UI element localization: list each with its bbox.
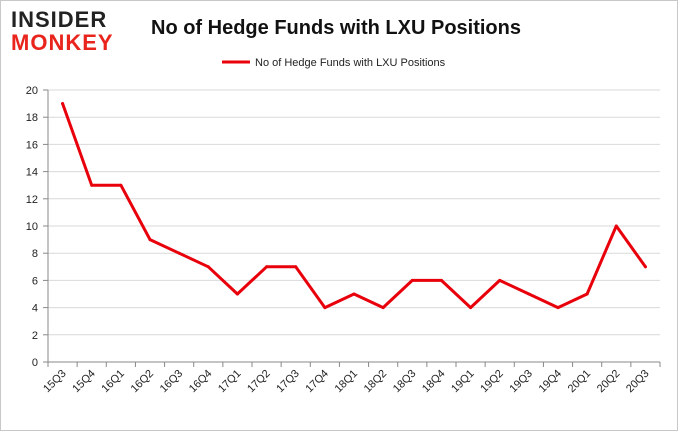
x-tick-label: 18Q4 (420, 368, 448, 396)
x-tick-label: 18Q3 (391, 368, 419, 396)
series-layer (61, 102, 647, 310)
y-tick-label: 14 (26, 167, 38, 179)
data-point (527, 292, 531, 296)
data-point (265, 265, 269, 269)
y-tick-label: 8 (32, 248, 38, 260)
data-point (148, 238, 152, 242)
y-tick-labels: 0 2 4 6 8 10 12 14 16 18 20 (26, 85, 38, 369)
data-point (119, 183, 123, 187)
x-tick-label: 15Q3 (41, 368, 69, 396)
x-tick-label: 16Q4 (187, 368, 215, 396)
x-tick-label: 19Q4 (537, 368, 565, 396)
x-tick-label: 17Q3 (274, 368, 302, 396)
logo-text-bottom: MONKEY (11, 30, 114, 55)
data-point (585, 292, 589, 296)
x-tick-label: 19Q1 (449, 368, 477, 396)
x-tick-label: 17Q2 (245, 368, 273, 396)
data-point (556, 306, 560, 310)
data-point (439, 278, 443, 282)
x-tick-label: 16Q1 (99, 368, 127, 396)
y-tick-label: 18 (26, 112, 38, 124)
data-point (410, 278, 414, 282)
x-tick-label: 15Q4 (70, 368, 98, 396)
legend: No of Hedge Funds with LXU Positions (222, 57, 446, 69)
y-tick-label: 12 (26, 194, 38, 206)
x-tick-label: 19Q2 (478, 368, 506, 396)
data-point (294, 265, 298, 269)
gridlines (48, 89, 660, 336)
x-tick-label: 17Q1 (216, 368, 244, 396)
y-tick-label: 0 (32, 357, 38, 369)
x-tick-label: 17Q4 (303, 368, 331, 396)
axes (43, 89, 661, 367)
y-tick-label: 10 (26, 221, 38, 233)
y-tick-label: 6 (32, 275, 38, 287)
x-tick-label: 16Q2 (129, 368, 157, 396)
x-tick-label: 18Q2 (362, 368, 390, 396)
chart-title: No of Hedge Funds with LXU Positions (151, 17, 521, 39)
insider-monkey-logo: INSIDER MONKEY (11, 7, 129, 57)
y-tick-label: 20 (26, 85, 38, 97)
data-point (61, 102, 65, 106)
x-tick-label: 20Q3 (624, 368, 652, 396)
x-tick-labels: 15Q3 15Q4 16Q1 16Q2 16Q3 16Q4 17Q1 17Q2 17Q3 17Q4… (41, 368, 651, 396)
x-tick-label: 18Q1 (333, 368, 361, 396)
x-tick-label: 16Q3 (158, 368, 186, 396)
data-point (90, 183, 94, 187)
y-tick-label: 2 (32, 330, 38, 342)
logo-text-top: INSIDER (11, 7, 108, 32)
data-point (643, 265, 647, 269)
x-tick-label: 20Q2 (595, 368, 623, 396)
data-point (235, 292, 239, 296)
data-point (469, 306, 473, 310)
data-point (614, 224, 618, 228)
data-point (177, 251, 181, 255)
y-tick-label: 16 (26, 139, 38, 151)
data-point (323, 306, 327, 310)
x-tick-label: 20Q1 (566, 368, 594, 396)
legend-label: No of Hedge Funds with LXU Positions (255, 57, 446, 69)
data-point (352, 292, 356, 296)
x-tick-label: 19Q3 (507, 368, 535, 396)
data-point (498, 278, 502, 282)
series-line (61, 102, 647, 310)
y-tick-label: 4 (32, 303, 38, 315)
data-point (381, 306, 385, 310)
data-point (206, 265, 210, 269)
